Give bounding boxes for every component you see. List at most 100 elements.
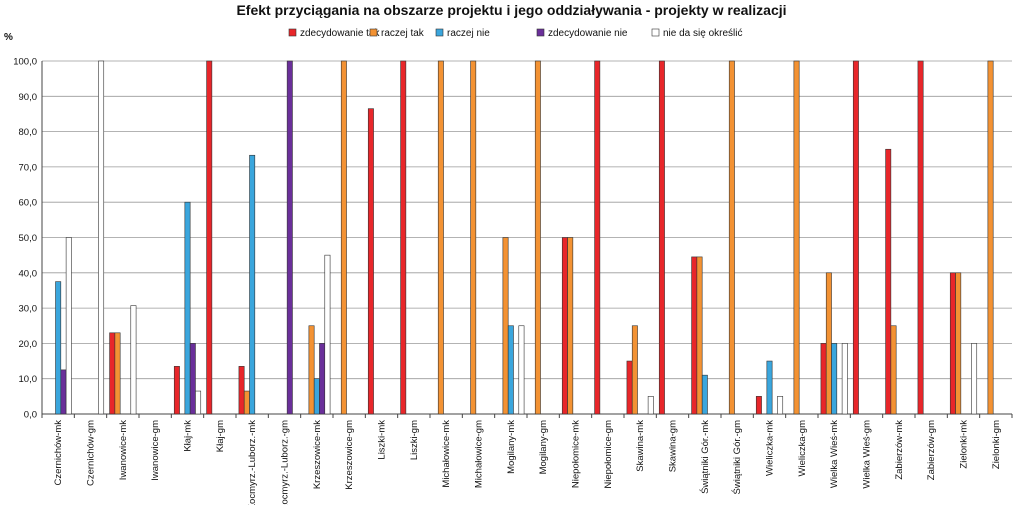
bar bbox=[437, 60, 444, 415]
bar bbox=[820, 343, 827, 415]
bar bbox=[130, 305, 137, 415]
bar bbox=[561, 237, 568, 415]
bar bbox=[184, 201, 191, 415]
bar bbox=[502, 237, 509, 415]
bar bbox=[65, 237, 72, 415]
bar bbox=[189, 343, 196, 415]
bar bbox=[793, 60, 800, 415]
bar bbox=[658, 60, 665, 415]
bar bbox=[567, 237, 574, 415]
y-tick-label: 60,0 bbox=[19, 198, 38, 209]
bar bbox=[195, 390, 202, 415]
bar bbox=[766, 360, 773, 415]
x-tick-label: Skawina-mk bbox=[635, 420, 646, 472]
x-tick-label: Niepołomice-mk bbox=[571, 420, 582, 488]
bar bbox=[518, 325, 525, 415]
legend-label: zdecydowanie nie bbox=[548, 28, 628, 39]
bar bbox=[507, 325, 514, 415]
bar bbox=[109, 332, 116, 415]
bar bbox=[173, 366, 180, 415]
x-tick-label: Michałowice-mk bbox=[441, 420, 452, 488]
bar bbox=[825, 272, 832, 415]
bar bbox=[841, 343, 848, 415]
bar bbox=[98, 60, 105, 415]
y-tick-label: 10,0 bbox=[19, 374, 38, 385]
bar bbox=[852, 60, 859, 415]
bar bbox=[400, 60, 407, 415]
bar bbox=[890, 325, 897, 415]
bar bbox=[949, 272, 956, 415]
x-tick-label: Zabierzów-gm bbox=[926, 420, 937, 480]
x-tick-label: Mogilany-gm bbox=[538, 420, 549, 474]
y-tick-label: 20,0 bbox=[19, 339, 38, 350]
bar bbox=[367, 108, 374, 415]
x-tick-label: Iwanowice-gm bbox=[150, 420, 161, 481]
bar bbox=[728, 60, 735, 415]
legend-label: raczej nie bbox=[447, 28, 490, 39]
x-tick-label: Krzeszowice-gm bbox=[344, 420, 355, 490]
legend-swatch bbox=[536, 28, 545, 37]
y-axis-label: % bbox=[4, 32, 13, 43]
bar bbox=[60, 369, 67, 415]
bar bbox=[691, 256, 698, 415]
bar bbox=[701, 374, 708, 415]
bar bbox=[971, 343, 978, 415]
x-tick-label: Niepołomice-gm bbox=[603, 420, 614, 489]
legend-swatch bbox=[369, 28, 378, 37]
bar bbox=[955, 272, 962, 415]
bar bbox=[594, 60, 601, 415]
x-tick-label: Kłaj-mk bbox=[183, 420, 194, 452]
bar bbox=[631, 325, 638, 415]
x-tick-label: Wieliczka-gm bbox=[797, 420, 808, 477]
bar bbox=[696, 256, 703, 415]
y-tick-label: 90,0 bbox=[19, 92, 38, 103]
y-tick-label: 40,0 bbox=[19, 268, 38, 279]
x-tick-label: Kocmyrz.-Luborz.-gm bbox=[280, 420, 291, 505]
legend-label: zdecydowanie tak bbox=[300, 28, 380, 39]
x-tick-label: Zielonki-gm bbox=[991, 420, 1002, 469]
x-tick-label: Czernichów-gm bbox=[86, 420, 97, 486]
y-tick-label: 80,0 bbox=[19, 127, 38, 138]
x-tick-label: Liszki-gm bbox=[409, 420, 420, 460]
x-tick-label: Świątniki Gór.-mk bbox=[699, 420, 711, 494]
x-tick-label: Kocmyrz.-Luborz.-mk bbox=[247, 420, 258, 505]
bar bbox=[238, 366, 245, 415]
x-tick-label: Kłaj-gm bbox=[215, 420, 226, 452]
bar bbox=[286, 60, 293, 415]
x-tick-label: Zielonki-mk bbox=[959, 420, 970, 469]
x-tick-label: Wielka Wieś-gm bbox=[862, 420, 873, 489]
chart-title: Efekt przyciągania na obszarze projektu … bbox=[236, 2, 787, 18]
y-tick-label: 50,0 bbox=[19, 233, 38, 244]
bar bbox=[777, 396, 784, 415]
bar bbox=[308, 325, 315, 415]
bar bbox=[534, 60, 541, 415]
y-tick-label: 0,0 bbox=[24, 410, 37, 421]
bar bbox=[470, 60, 477, 415]
x-tick-label: Czernichów-mk bbox=[53, 420, 64, 486]
bar bbox=[885, 148, 892, 415]
x-tick-label: Krzeszowice-mk bbox=[312, 420, 323, 489]
y-tick-label: 30,0 bbox=[19, 304, 38, 315]
x-tick-label: Zabierzów-mk bbox=[894, 420, 905, 480]
x-tick-label: Mogilany-mk bbox=[506, 420, 517, 474]
x-tick-label: Świątniki Gór.-gm bbox=[731, 420, 743, 495]
bar bbox=[249, 154, 256, 415]
x-tick-label: Wieliczka-mk bbox=[765, 420, 776, 476]
bar bbox=[206, 60, 213, 415]
y-tick-label: 100,0 bbox=[13, 57, 37, 68]
bar bbox=[114, 332, 121, 415]
x-tick-label: Skawina-gm bbox=[668, 420, 679, 472]
bar bbox=[243, 390, 250, 415]
legend-swatch bbox=[288, 28, 297, 37]
bar bbox=[987, 60, 994, 415]
legend-label: raczej tak bbox=[381, 28, 425, 39]
x-tick-label: Michałowice-gm bbox=[474, 420, 485, 488]
y-tick-label: 70,0 bbox=[19, 162, 38, 173]
bar bbox=[917, 60, 924, 415]
bar bbox=[55, 281, 62, 415]
x-tick-label: Liszki-mk bbox=[377, 420, 388, 460]
bar bbox=[755, 396, 762, 415]
bar bbox=[313, 378, 320, 415]
bar bbox=[647, 396, 654, 415]
